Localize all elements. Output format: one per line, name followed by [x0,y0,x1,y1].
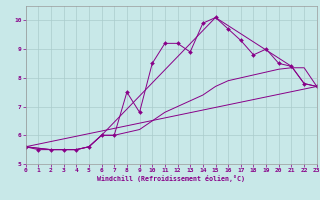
X-axis label: Windchill (Refroidissement éolien,°C): Windchill (Refroidissement éolien,°C) [97,175,245,182]
